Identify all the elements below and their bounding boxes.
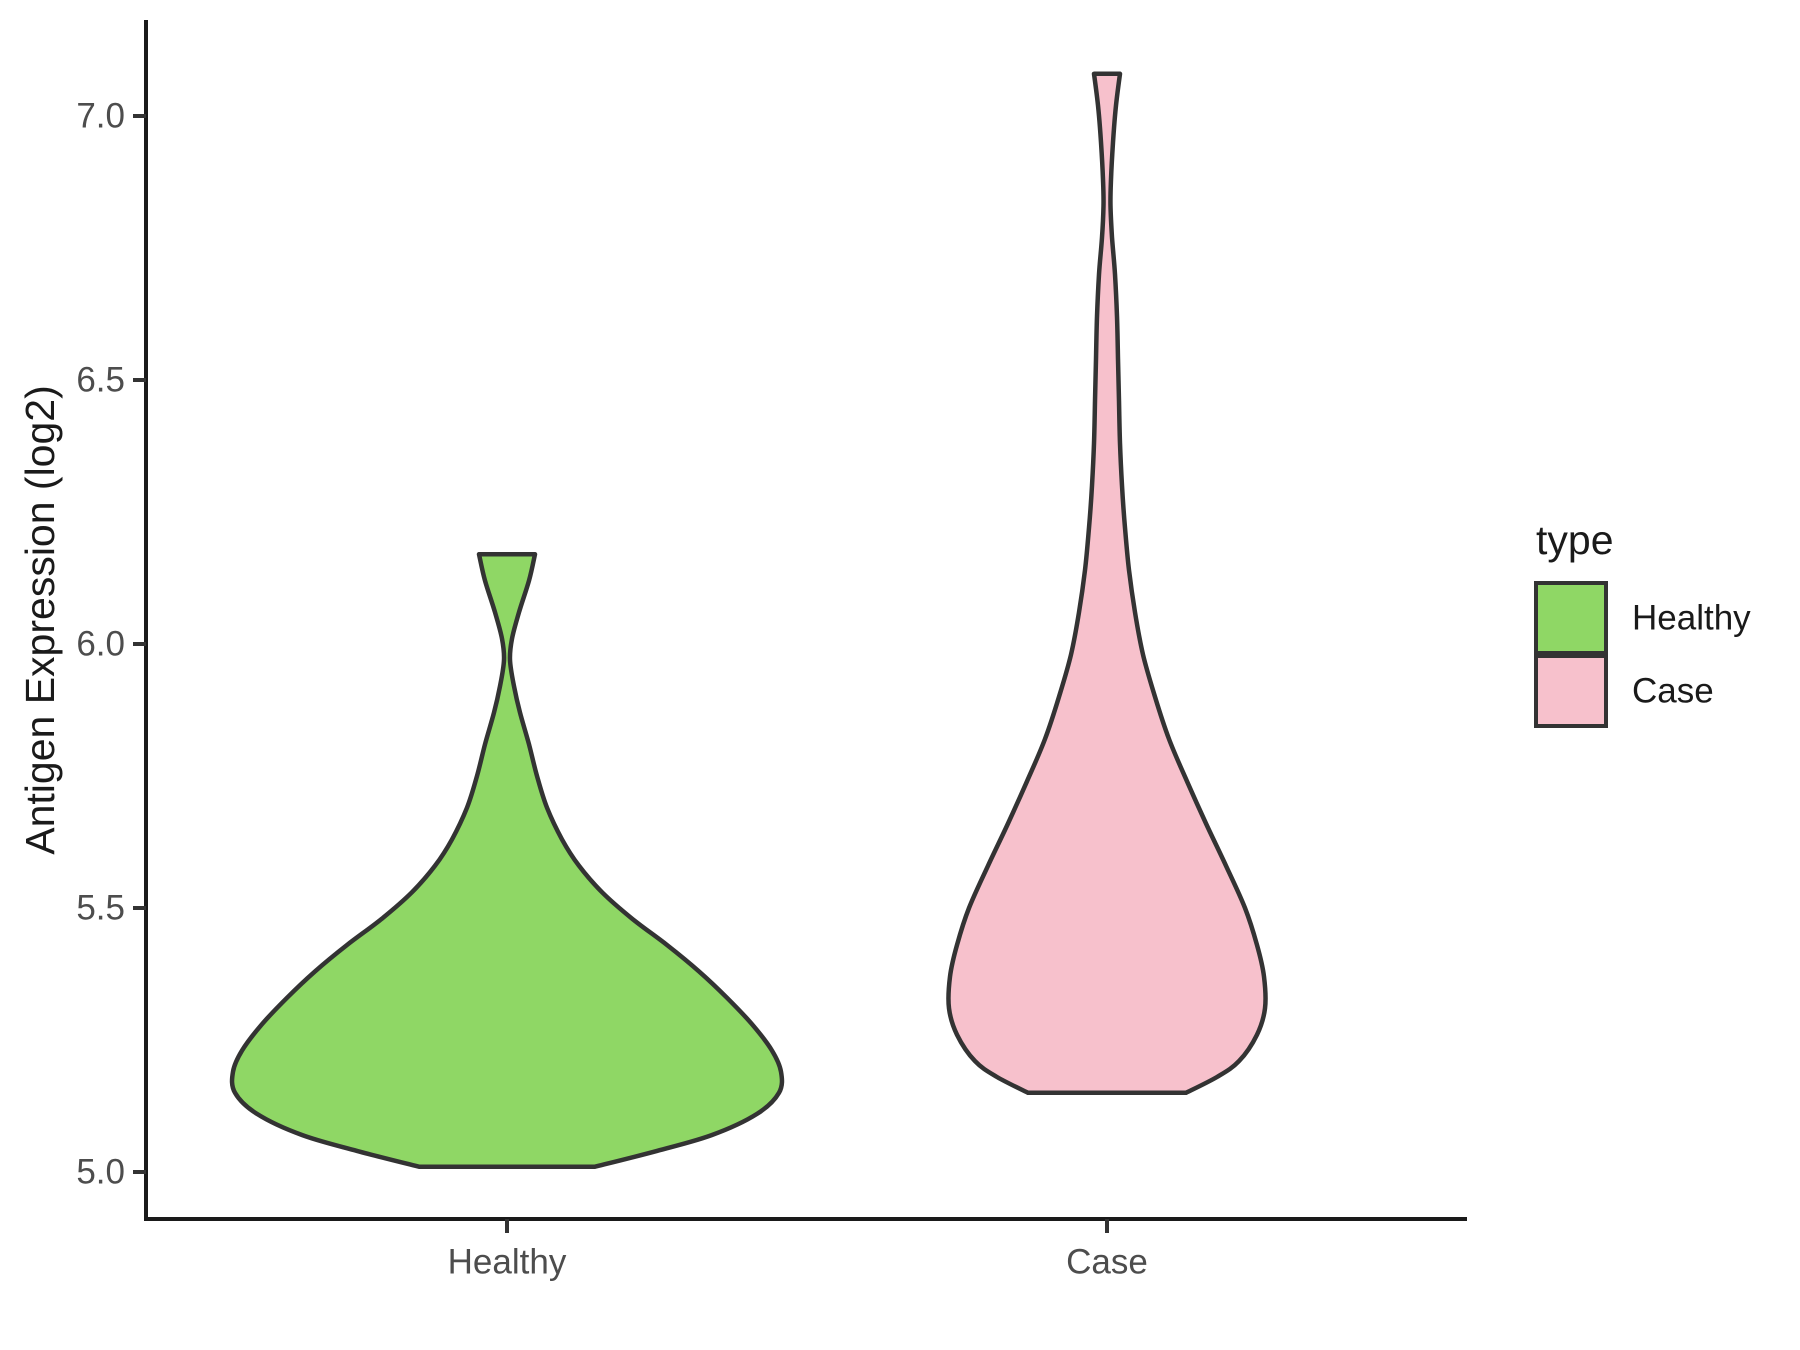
y-tick-label-6.0: 6.0 (76, 625, 125, 664)
violins-layer (229, 71, 1268, 1169)
x-axis-label-healthy: Healthy (448, 1243, 567, 1282)
legend-title: type (1536, 517, 1614, 563)
violin-case (946, 71, 1268, 1096)
x-axis-label-case: Case (1066, 1243, 1148, 1282)
y-tick-label-5.5: 5.5 (76, 889, 125, 928)
legend-swatch-case (1534, 654, 1608, 728)
legend-label-healthy: Healthy (1632, 599, 1751, 638)
y-tick-label-6.5: 6.5 (76, 361, 125, 400)
y-axis-title: Antigen Expression (log2) (17, 385, 63, 854)
legend-swatch-healthy (1534, 581, 1608, 655)
y-tick-label-5.0: 5.0 (76, 1153, 125, 1192)
legend: type Healthy Case (1534, 517, 1751, 728)
violin-healthy (229, 551, 785, 1169)
y-tick-label-7.0: 7.0 (76, 97, 125, 136)
legend-label-case: Case (1632, 672, 1714, 711)
y-axis-ticks: 5.0 5.5 6.0 6.5 7.0 (76, 97, 146, 1192)
